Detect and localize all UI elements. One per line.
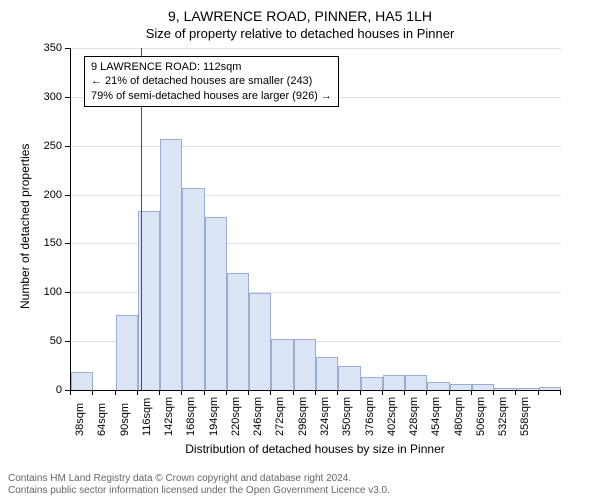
- annotation-box: 9 LAWRENCE ROAD: 112sqm ← 21% of detache…: [84, 56, 339, 107]
- histogram-bar: [271, 339, 293, 390]
- histogram-bar: [494, 388, 516, 390]
- footer-line-2: Contains public sector information licen…: [8, 485, 390, 497]
- x-tick-label: 558sqm: [519, 397, 531, 436]
- x-tick-label: 142sqm: [163, 397, 175, 436]
- x-tick-label: 298sqm: [297, 397, 309, 436]
- histogram-bar: [249, 293, 271, 390]
- y-tick-label: 100: [36, 286, 62, 298]
- histogram-bar: [227, 273, 249, 390]
- histogram-bar: [516, 388, 538, 390]
- chart-title-main: 9, LAWRENCE ROAD, PINNER, HA5 1LH: [0, 0, 600, 24]
- x-tick-label: 168sqm: [185, 397, 197, 436]
- histogram-bar: [539, 387, 561, 390]
- histogram-bar: [450, 384, 472, 390]
- y-tick-label: 0: [36, 384, 62, 396]
- histogram-bar: [182, 188, 204, 390]
- histogram-bar: [160, 139, 182, 390]
- histogram-bar: [205, 217, 227, 390]
- x-tick-label: 194sqm: [208, 397, 220, 436]
- x-tick-label: 506sqm: [475, 397, 487, 436]
- x-tick-label: 246sqm: [252, 397, 264, 436]
- y-tick-label: 150: [36, 237, 62, 249]
- y-tick-label: 300: [36, 91, 62, 103]
- histogram-bar: [71, 372, 93, 390]
- histogram-bar: [294, 339, 316, 390]
- histogram-bar: [472, 384, 494, 390]
- histogram-bar: [316, 357, 338, 390]
- histogram-bar: [116, 315, 138, 390]
- footer-attribution: Contains HM Land Registry data © Crown c…: [8, 473, 390, 496]
- y-axis-title: Number of detached properties: [18, 144, 32, 309]
- annotation-line-1: 9 LAWRENCE ROAD: 112sqm: [91, 60, 332, 74]
- x-tick-label: 350sqm: [341, 397, 353, 436]
- x-tick-label: 532sqm: [497, 397, 509, 436]
- x-tick-label: 38sqm: [74, 403, 86, 436]
- x-tick-label: 220sqm: [230, 397, 242, 436]
- x-tick-label: 324sqm: [319, 397, 331, 436]
- x-tick-label: 90sqm: [119, 403, 131, 436]
- histogram-bar: [405, 375, 427, 390]
- annotation-line-3: 79% of semi-detached houses are larger (…: [91, 89, 332, 103]
- x-tick-label: 116sqm: [141, 398, 153, 436]
- y-tick-label: 250: [36, 140, 62, 152]
- y-tick-label: 350: [36, 42, 62, 54]
- x-tick-label: 376sqm: [364, 397, 376, 436]
- y-tick-label: 50: [36, 335, 62, 347]
- histogram-bar: [361, 377, 383, 390]
- histogram-bar: [427, 382, 449, 390]
- x-tick-label: 272sqm: [274, 397, 286, 436]
- y-tick-label: 200: [36, 189, 62, 201]
- x-tick-label: 454sqm: [430, 397, 442, 436]
- x-tick-label: 402sqm: [386, 397, 398, 436]
- x-tick-label: 64sqm: [96, 403, 108, 436]
- footer-line-1: Contains HM Land Registry data © Crown c…: [8, 473, 390, 485]
- histogram-bar: [383, 375, 405, 390]
- x-tick-label: 480sqm: [453, 397, 465, 436]
- histogram-bar: [338, 366, 360, 390]
- annotation-line-2: ← 21% of detached houses are smaller (24…: [91, 74, 332, 88]
- chart-title-sub: Size of property relative to detached ho…: [0, 24, 600, 41]
- x-tick-label: 428sqm: [408, 397, 420, 436]
- x-axis-title: Distribution of detached houses by size …: [70, 442, 560, 456]
